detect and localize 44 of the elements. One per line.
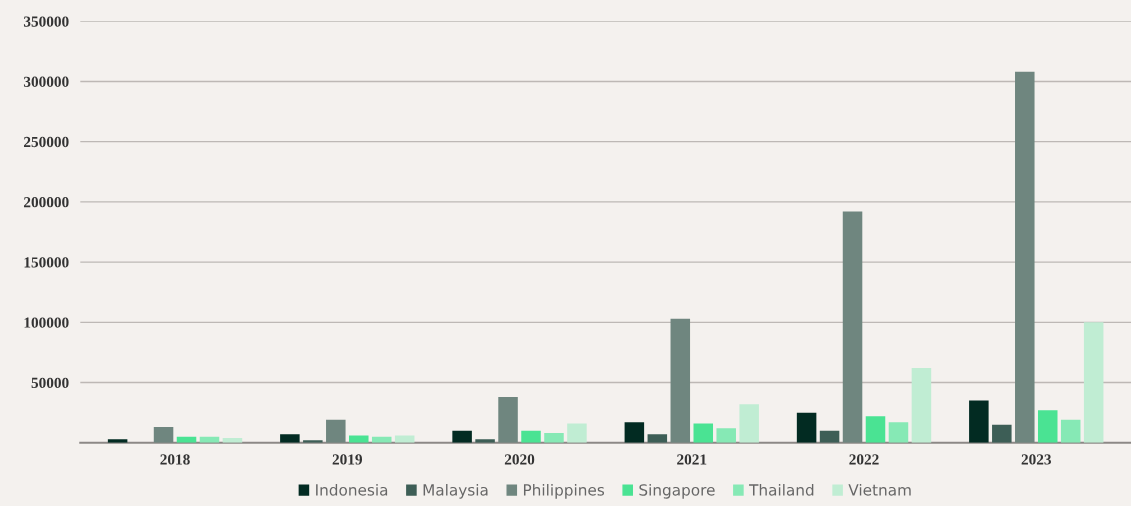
bar	[1015, 71, 1035, 443]
legend-label: Vietnam	[848, 483, 911, 496]
bar	[153, 427, 174, 443]
bar	[842, 211, 863, 443]
bar	[1083, 322, 1104, 443]
bar	[544, 433, 564, 443]
bar	[280, 434, 300, 443]
y-tick-label: 350000	[23, 16, 69, 27]
bar	[1037, 410, 1058, 443]
x-tick-label: 2021	[677, 454, 707, 465]
x-tick-label: 2019	[332, 454, 363, 465]
bar	[716, 428, 736, 443]
bar	[624, 422, 645, 443]
bar	[911, 368, 932, 443]
legend-label: Thailand	[749, 483, 814, 496]
bar	[452, 430, 472, 443]
bar	[498, 396, 518, 443]
legend-label: Singapore	[639, 483, 715, 499]
bar	[647, 434, 668, 443]
bar	[992, 424, 1012, 443]
legend-label: Indonesia	[316, 483, 388, 496]
legend-label: Philippines	[523, 483, 605, 499]
y-tick-label: 150000	[24, 257, 69, 268]
y-tick-label: 300000	[23, 76, 69, 87]
bar	[567, 423, 587, 443]
x-tick-label: 2018	[160, 454, 190, 465]
bar	[1060, 419, 1081, 443]
bar	[969, 400, 989, 443]
y-tick-label: 250000	[24, 136, 69, 148]
bar	[670, 318, 691, 443]
bar	[326, 419, 346, 443]
x-tick-label: 2023	[1021, 454, 1052, 465]
x-tick-label: 2020	[504, 454, 535, 465]
y-tick-label: 200000	[24, 197, 69, 208]
bar	[796, 412, 817, 443]
bar	[739, 404, 759, 443]
bar	[521, 430, 541, 443]
bar	[888, 422, 909, 443]
bar	[693, 423, 714, 443]
bar	[865, 416, 886, 443]
y-tick-label: 50000	[31, 377, 69, 388]
x-tick-label: 2022	[849, 454, 879, 465]
y-tick-label: 100000	[24, 317, 69, 328]
legend-label: Malaysia	[423, 483, 488, 499]
